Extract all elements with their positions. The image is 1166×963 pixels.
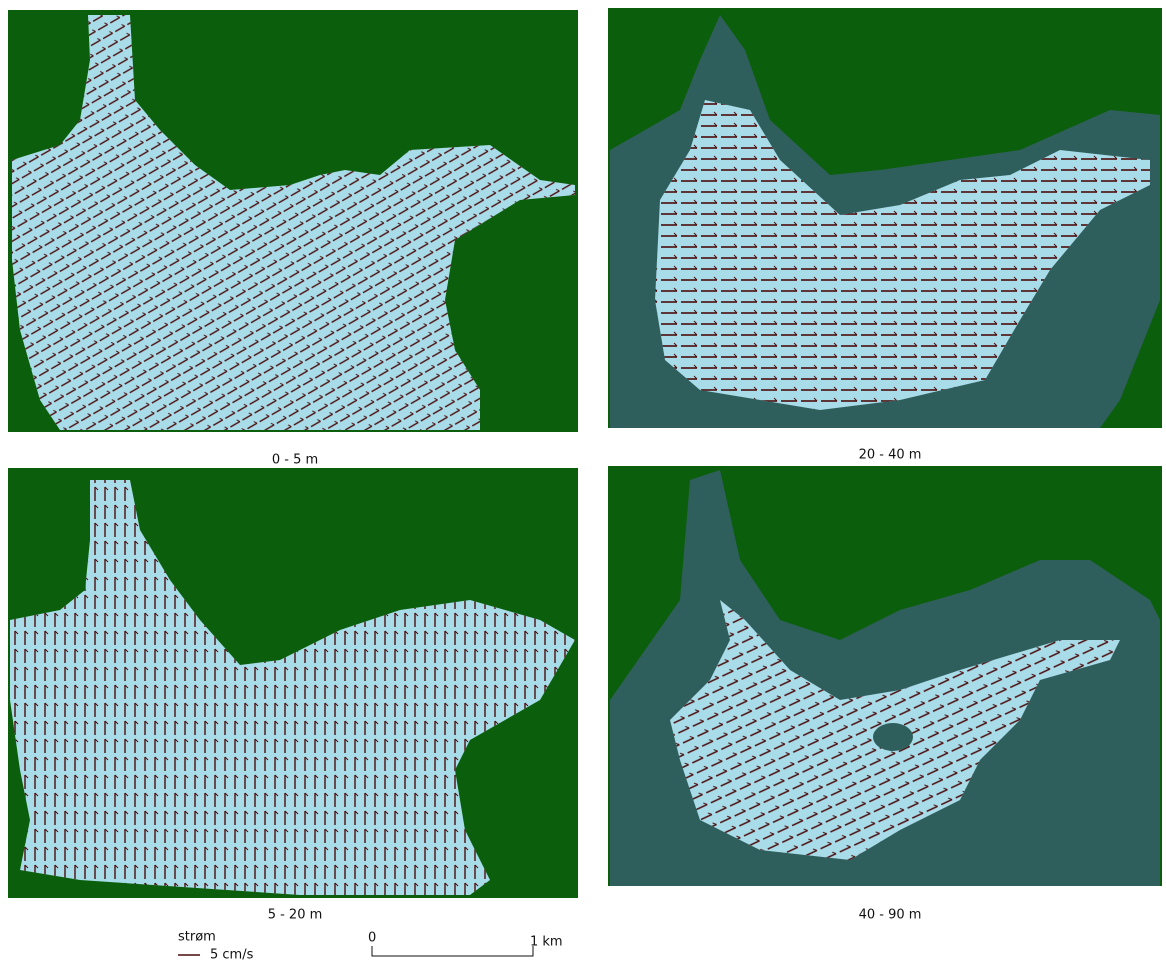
panel-caption: 5 - 20 m: [268, 908, 323, 923]
scale-start: 0: [368, 931, 376, 946]
map-panel: 5 - 20 m: [8, 468, 578, 923]
panel-caption: 40 - 90 m: [859, 908, 922, 923]
scale-line: [372, 946, 533, 956]
scale-end: 1 km: [530, 935, 563, 950]
map-panel: 0 - 5 m: [8, 10, 578, 468]
panel-caption: 0 - 5 m: [272, 453, 318, 468]
figure: 0 - 5 m 20 - 40 m 5 - 20 m 40 - 90 m str…: [0, 0, 1166, 963]
scale-bar: 0 1 km: [368, 931, 563, 957]
map-panel: 40 - 90 m: [608, 466, 1162, 923]
shallow-area: [873, 723, 913, 751]
panel-caption: 20 - 40 m: [859, 448, 922, 463]
legend-title: strøm: [178, 930, 216, 945]
legend-label: 5 cm/s: [210, 948, 254, 963]
map-panel: 20 - 40 m: [608, 8, 1162, 463]
legend: strøm 5 cm/s: [178, 930, 254, 963]
